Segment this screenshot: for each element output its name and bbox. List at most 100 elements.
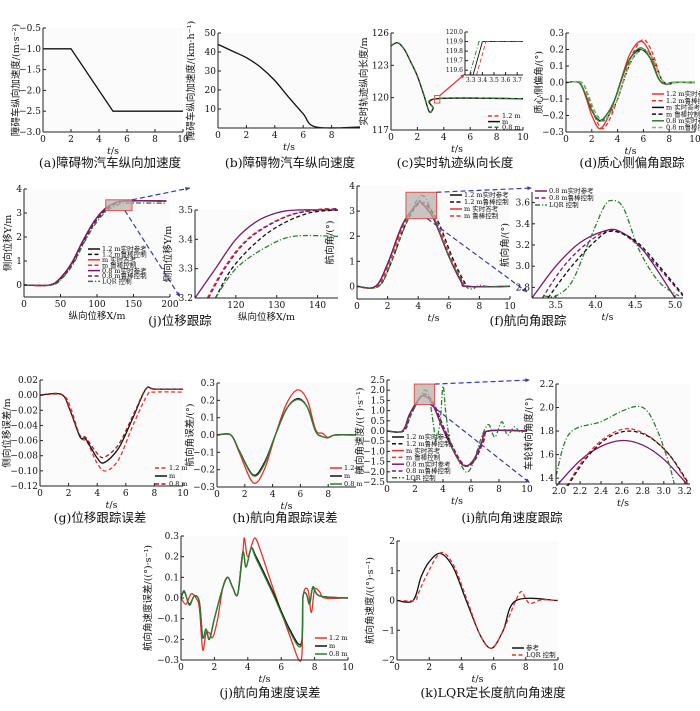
plot-area xyxy=(556,384,690,484)
x-tick-label: 4 xyxy=(459,663,465,673)
y-tick-label: 1 xyxy=(16,257,22,267)
chart-c: 0 2 4 6 8 10 117 120 123 126 t/s 实时轨迹纵向长度/m (c)实时轨迹纵… xyxy=(358,29,529,170)
y-tick-label: 0.1 xyxy=(165,573,179,583)
legend-entry: 0.8 m xyxy=(169,480,188,488)
y-axis-label: 侧向位移Y/m xyxy=(2,215,14,271)
x-tick-label: 130 xyxy=(268,301,285,311)
x-axis-label: t/s xyxy=(281,501,293,512)
y-tick-label: −0.02 xyxy=(10,406,38,416)
series-line-1 xyxy=(40,391,183,472)
x-tick-label: 0 xyxy=(40,135,46,145)
y-tick-label: −0.10 xyxy=(10,467,38,477)
x-axis-label: 纵向位移X/m xyxy=(69,310,126,322)
legend-entry: 1.2 m实时参考 xyxy=(102,244,147,253)
zoom-arrow xyxy=(439,73,466,96)
x-tick-label: 4 xyxy=(96,135,102,145)
chart-jpos: 0 50 100 150 200 0 1 2 3 4 纵向位移X/m 侧向位移Y/m (j)位移跟踪 1.… xyxy=(2,185,212,328)
y-tick-label: 120.0 xyxy=(446,29,463,36)
legend-entry: 1.2 m鲁棒控制 xyxy=(406,439,451,448)
legend-entry: 0.8 m实时参考 xyxy=(666,116,700,125)
x-tick-label: 2 xyxy=(244,131,250,141)
zoom-arrow xyxy=(131,187,191,201)
legend-entry: 1.2 m鲁棒控制 xyxy=(464,197,509,206)
y-tick-label: −2.0 xyxy=(363,468,385,478)
legend-entry: LQR 控制 xyxy=(406,473,436,482)
y-tick-label: −1.0 xyxy=(363,447,385,457)
x-tick-label: 2 xyxy=(589,135,595,145)
y-tick-label: 3.4 xyxy=(516,220,531,230)
x-axis-label: t/s xyxy=(283,142,295,153)
y-tick-label: −0.1 xyxy=(193,448,215,458)
legend-entry: 0.8 m鲁棒控制 xyxy=(406,466,451,475)
y-axis-label: 航向角速度误差/((°)·s⁻¹) xyxy=(142,545,154,651)
x-tick-label: 10 xyxy=(177,135,189,145)
y-tick-label: 40 xyxy=(205,48,217,58)
arrowhead-icon xyxy=(525,478,530,483)
y-tick-label: 3.6 xyxy=(516,199,531,209)
legend-entry: m 鲁棒控制 xyxy=(464,211,499,220)
x-tick-label: 8 xyxy=(152,135,158,145)
chart-caption: (g)位移跟踪误差 xyxy=(54,510,147,525)
y-tick-label: 1.5 xyxy=(371,396,386,406)
series-line-2 xyxy=(565,428,689,486)
legend-entry: m 鲁棒控制 xyxy=(666,109,700,118)
y-tick-label: 1 xyxy=(389,567,395,577)
legend-entry: 0.8 m实时参考 xyxy=(549,186,594,195)
legend-entry: m 鲁棒控制 xyxy=(406,453,441,462)
plot-area xyxy=(397,541,558,660)
x-tick-label: 0 xyxy=(215,131,221,141)
x-tick-label: 6 xyxy=(641,135,647,145)
x-axis-label: 纵向位移X/m xyxy=(238,311,295,323)
x-tick-label: 8 xyxy=(325,490,331,500)
legend-entry: 参考 xyxy=(526,643,540,652)
series-line-2 xyxy=(397,551,558,649)
legend-entry: m xyxy=(329,642,335,650)
x-tick-label: 2 xyxy=(426,663,432,673)
chart-caption: (c)实时轨迹纵向长度 xyxy=(397,155,514,170)
chart-g: 0 2 4 6 8 10 −0.12 −0.10 −0.08 −0.06 −0.04 −0.02 0.0… xyxy=(1,376,189,525)
series-line-5 xyxy=(566,47,695,122)
x-tick-label: 6 xyxy=(123,489,129,499)
x-tick-label: 6 xyxy=(124,135,130,145)
arrowhead-icon xyxy=(527,186,532,191)
legend-entry: 0.8 m实时参考 xyxy=(406,459,451,468)
x-tick-label: 2 xyxy=(242,490,248,500)
x-axis-label: t/s xyxy=(107,146,119,157)
x-tick-label: 8 xyxy=(523,663,529,673)
series-group xyxy=(566,38,695,130)
series-line-5 xyxy=(214,234,338,299)
y-tick-label: 3.3 xyxy=(179,265,194,275)
series-line-3 xyxy=(469,41,523,76)
y-tick-label: 2.0 xyxy=(540,404,555,414)
x-tick-label: 0 xyxy=(214,490,220,500)
legend-entry: m 实时答考 xyxy=(464,204,499,213)
legend-entry: 1.2 m鲁棒控制 xyxy=(102,250,147,259)
x-tick-label: 2 xyxy=(68,135,74,145)
x-tick-label: 0 xyxy=(354,302,360,312)
y-tick-label: 0.2 xyxy=(165,553,179,563)
legend-entry: m 实时答考 xyxy=(406,446,441,455)
x-tick-label: 2 xyxy=(385,302,391,312)
y-tick-label: −0.3 xyxy=(157,656,179,666)
x-tick-label: 4 xyxy=(441,133,447,143)
x-tick-label: 150 xyxy=(125,300,142,310)
x-tick-label: 4 xyxy=(272,131,278,141)
zoom-arrow xyxy=(426,218,528,293)
x-tick-label: 0 xyxy=(21,300,27,310)
chart-caption: (k)LQR定长度航向角速度 xyxy=(420,685,566,700)
y-axis-label: 质心侧偏角/(°) xyxy=(533,51,545,114)
y-tick-label: 0.1 xyxy=(201,414,215,424)
legend-entry: 1.2 m xyxy=(329,634,348,642)
series-line-3 xyxy=(543,199,680,298)
legend-entry: 1.2 m xyxy=(502,112,521,120)
chart-jb: 0 2 4 6 8 10 −0.3 −0.2 −0.1 0.0 0.1 0.2 0.3 t/s 航向角速度误… xyxy=(142,532,354,700)
x-tick-label: 2 xyxy=(412,485,418,495)
legend-entry: 1.2 m实时参考 xyxy=(406,432,451,441)
x-tick-label: 0 xyxy=(384,485,390,495)
x-tick-label: 4 xyxy=(615,135,621,145)
legend-entry: 1.2 m实时参考 xyxy=(464,190,509,199)
y-tick-label: −0.1 xyxy=(542,95,564,105)
x-tick-label: 6 xyxy=(491,663,497,673)
y-axis-label: 侧向位移误差/m xyxy=(1,398,13,467)
